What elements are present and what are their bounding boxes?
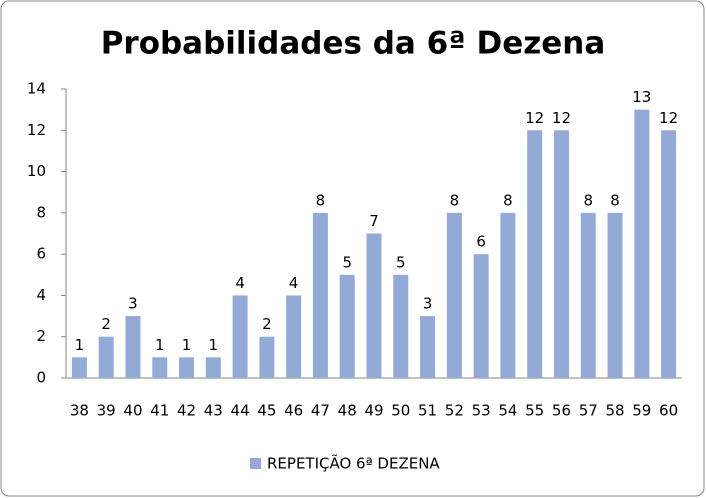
data-label: 6 [476, 233, 486, 251]
bar [420, 316, 436, 378]
data-label: 8 [583, 191, 593, 209]
x-tick-label: 60 [659, 402, 678, 420]
bar [71, 357, 87, 378]
bar [607, 212, 623, 378]
x-tick-label: 56 [552, 402, 571, 420]
x-tick-label: 52 [445, 402, 464, 420]
y-tick-label: 0 [36, 369, 46, 387]
bar [152, 357, 168, 378]
x-tick-label: 58 [605, 402, 624, 420]
bar [446, 212, 462, 378]
x-tick-label: 46 [284, 402, 303, 420]
y-tick-label: 10 [27, 162, 46, 180]
chart-title: Probabilidades da 6ª Dezena [101, 26, 606, 62]
bar [634, 109, 650, 379]
y-tick-label: 14 [27, 80, 46, 98]
x-tick-label: 42 [177, 402, 196, 420]
x-tick-label: 40 [123, 402, 142, 420]
bar [232, 295, 248, 378]
bar [661, 130, 677, 378]
data-label: 8 [316, 191, 326, 209]
x-tick-label: 54 [498, 402, 517, 420]
data-label: 12 [659, 109, 678, 127]
bar [527, 130, 543, 378]
data-label: 8 [610, 191, 620, 209]
y-tick-label: 8 [36, 203, 46, 221]
legend-swatch [250, 458, 261, 469]
data-label: 12 [525, 109, 544, 127]
bar [500, 212, 516, 378]
y-tick-label: 2 [36, 327, 46, 345]
x-tick-label: 41 [150, 402, 169, 420]
bar [286, 295, 302, 378]
bar [125, 316, 141, 378]
x-tick-label: 55 [525, 402, 544, 420]
bar [553, 130, 569, 378]
x-tick-label: 45 [257, 402, 276, 420]
data-label: 4 [289, 274, 299, 292]
bar [366, 233, 382, 378]
x-tick-label: 57 [579, 402, 598, 420]
legend-label: REPETIÇÃO 6ª DEZENA [267, 454, 440, 473]
x-tick-label: 59 [632, 402, 651, 420]
x-tick-label: 44 [231, 402, 250, 420]
data-label: 5 [396, 253, 406, 271]
data-label: 1 [182, 336, 192, 354]
data-label: 1 [75, 336, 85, 354]
bar [339, 274, 355, 378]
data-label: 13 [632, 88, 651, 106]
data-label: 12 [552, 109, 571, 127]
x-tick-label: 38 [70, 402, 89, 420]
y-tick-label: 6 [36, 245, 46, 263]
y-tick-label: 12 [27, 121, 46, 139]
data-label: 7 [369, 212, 379, 230]
bar [205, 357, 221, 378]
bar [312, 212, 328, 378]
x-tick-label: 49 [364, 402, 383, 420]
data-label: 1 [209, 336, 219, 354]
bar [393, 274, 409, 378]
x-tick-label: 51 [418, 402, 437, 420]
x-tick-label: 53 [472, 402, 491, 420]
x-tick-label: 50 [391, 402, 410, 420]
bar [473, 254, 489, 378]
data-label: 2 [262, 315, 272, 333]
data-label: 2 [101, 315, 111, 333]
data-label: 8 [450, 191, 460, 209]
x-tick-label: 48 [338, 402, 357, 420]
x-tick-label: 47 [311, 402, 330, 420]
data-label: 8 [503, 191, 513, 209]
bar [98, 336, 114, 378]
data-label: 3 [128, 295, 138, 313]
bar [179, 357, 195, 378]
data-label: 5 [342, 253, 352, 271]
data-label: 4 [235, 274, 245, 292]
bar [580, 212, 596, 378]
y-tick-label: 4 [36, 286, 46, 304]
bar [259, 336, 275, 378]
x-tick-label: 39 [97, 402, 116, 420]
data-label: 3 [423, 295, 433, 313]
data-label: 1 [155, 336, 165, 354]
x-tick-label: 43 [204, 402, 223, 420]
